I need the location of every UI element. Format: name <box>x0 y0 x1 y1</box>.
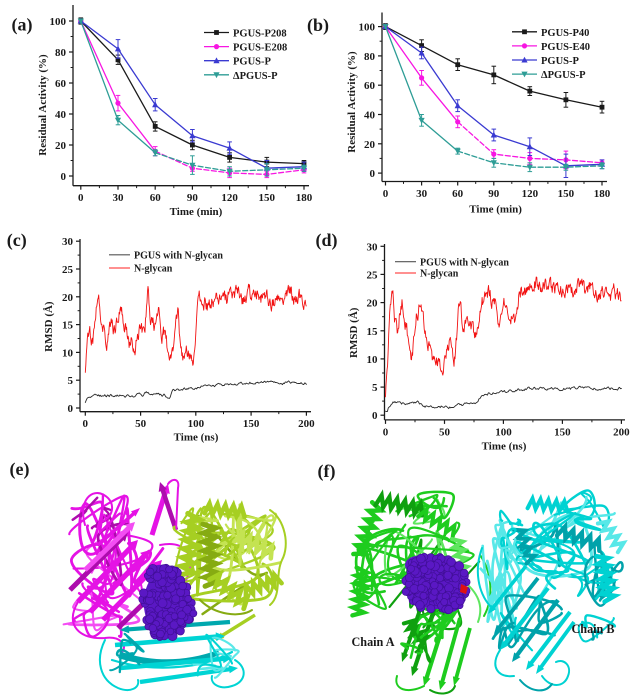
svg-text:15: 15 <box>62 320 74 332</box>
svg-text:20: 20 <box>62 292 74 304</box>
svg-text:100: 100 <box>495 426 512 438</box>
svg-text:PGUS-P: PGUS-P <box>541 56 580 67</box>
svg-text:(a): (a) <box>12 15 33 36</box>
svg-text:180: 180 <box>296 192 313 204</box>
svg-text:150: 150 <box>259 192 276 204</box>
svg-text:0: 0 <box>383 188 389 200</box>
svg-text:80: 80 <box>55 47 67 59</box>
svg-text:N-glycan: N-glycan <box>420 269 459 280</box>
svg-text:80: 80 <box>364 51 376 63</box>
svg-text:0: 0 <box>370 168 376 180</box>
svg-text:15: 15 <box>367 326 379 338</box>
svg-text:(b): (b) <box>307 15 329 36</box>
svg-text:50: 50 <box>439 426 451 438</box>
svg-text:100: 100 <box>50 16 67 28</box>
svg-text:50: 50 <box>135 418 147 430</box>
svg-text:PGUS-P40: PGUS-P40 <box>541 28 589 39</box>
svg-text:30: 30 <box>416 188 428 200</box>
svg-text:120: 120 <box>221 192 238 204</box>
svg-text:60: 60 <box>150 192 162 204</box>
svg-text:Chain B: Chain B <box>571 622 614 636</box>
svg-text:90: 90 <box>488 188 500 200</box>
svg-text:ΔPGUS-P: ΔPGUS-P <box>541 70 586 81</box>
svg-text:60: 60 <box>364 80 376 92</box>
svg-text:0: 0 <box>372 410 378 422</box>
svg-text:PGUS-P208: PGUS-P208 <box>233 29 287 40</box>
svg-text:40: 40 <box>55 109 67 121</box>
svg-text:120: 120 <box>522 188 539 200</box>
svg-text:30: 30 <box>62 236 74 248</box>
svg-text:PGUS-P: PGUS-P <box>233 57 272 68</box>
svg-text:PGUS with N-glycan: PGUS with N-glycan <box>420 257 509 268</box>
svg-text:150: 150 <box>558 188 575 200</box>
svg-text:0: 0 <box>78 192 84 204</box>
svg-text:0: 0 <box>68 403 74 415</box>
svg-text:200: 200 <box>298 418 315 430</box>
svg-text:25: 25 <box>367 269 379 281</box>
svg-text:Time (ns): Time (ns) <box>174 432 219 444</box>
svg-text:180: 180 <box>594 188 611 200</box>
svg-text:RMSD (Å): RMSD (Å) <box>43 301 55 352</box>
svg-text:60: 60 <box>55 78 67 90</box>
svg-text:20: 20 <box>364 139 376 151</box>
svg-text:RMSD (Å): RMSD (Å) <box>348 307 360 358</box>
svg-text:PGUS-E208: PGUS-E208 <box>233 43 287 54</box>
svg-text:(e): (e) <box>10 459 30 480</box>
svg-text:Time (min): Time (min) <box>469 204 522 216</box>
svg-text:Time (min): Time (min) <box>170 206 223 218</box>
svg-text:Time (ns): Time (ns) <box>482 441 527 453</box>
svg-text:5: 5 <box>372 382 378 394</box>
svg-text:0: 0 <box>383 426 389 438</box>
svg-text:90: 90 <box>187 192 199 204</box>
svg-text:0: 0 <box>61 171 67 183</box>
svg-text:100: 100 <box>188 418 205 430</box>
svg-text:150: 150 <box>243 418 260 430</box>
svg-text:0: 0 <box>83 418 89 430</box>
svg-text:60: 60 <box>452 188 464 200</box>
svg-text:PGUS-E40: PGUS-E40 <box>541 42 590 53</box>
svg-text:ΔPGUS-P: ΔPGUS-P <box>233 71 278 82</box>
svg-text:Chain A: Chain A <box>351 635 394 649</box>
svg-text:PGUS with N-glycan: PGUS with N-glycan <box>134 250 223 261</box>
svg-text:Residual Activity (%): Residual Activity (%) <box>346 51 358 153</box>
svg-text:10: 10 <box>367 354 379 366</box>
svg-text:100: 100 <box>359 22 376 34</box>
svg-text:30: 30 <box>367 241 379 253</box>
svg-text:N-glycan: N-glycan <box>134 264 173 275</box>
svg-text:Residual Activity (%): Residual Activity (%) <box>37 54 49 156</box>
svg-text:20: 20 <box>55 140 67 152</box>
svg-text:20: 20 <box>367 298 379 310</box>
svg-text:10: 10 <box>62 347 74 359</box>
svg-text:(d): (d) <box>316 230 338 251</box>
svg-text:40: 40 <box>364 110 376 122</box>
svg-text:30: 30 <box>113 192 125 204</box>
svg-text:(c): (c) <box>7 230 27 251</box>
svg-text:25: 25 <box>62 264 74 276</box>
svg-text:(f): (f) <box>318 461 336 482</box>
svg-text:200: 200 <box>613 426 630 438</box>
svg-text:5: 5 <box>68 375 74 387</box>
svg-text:150: 150 <box>554 426 571 438</box>
